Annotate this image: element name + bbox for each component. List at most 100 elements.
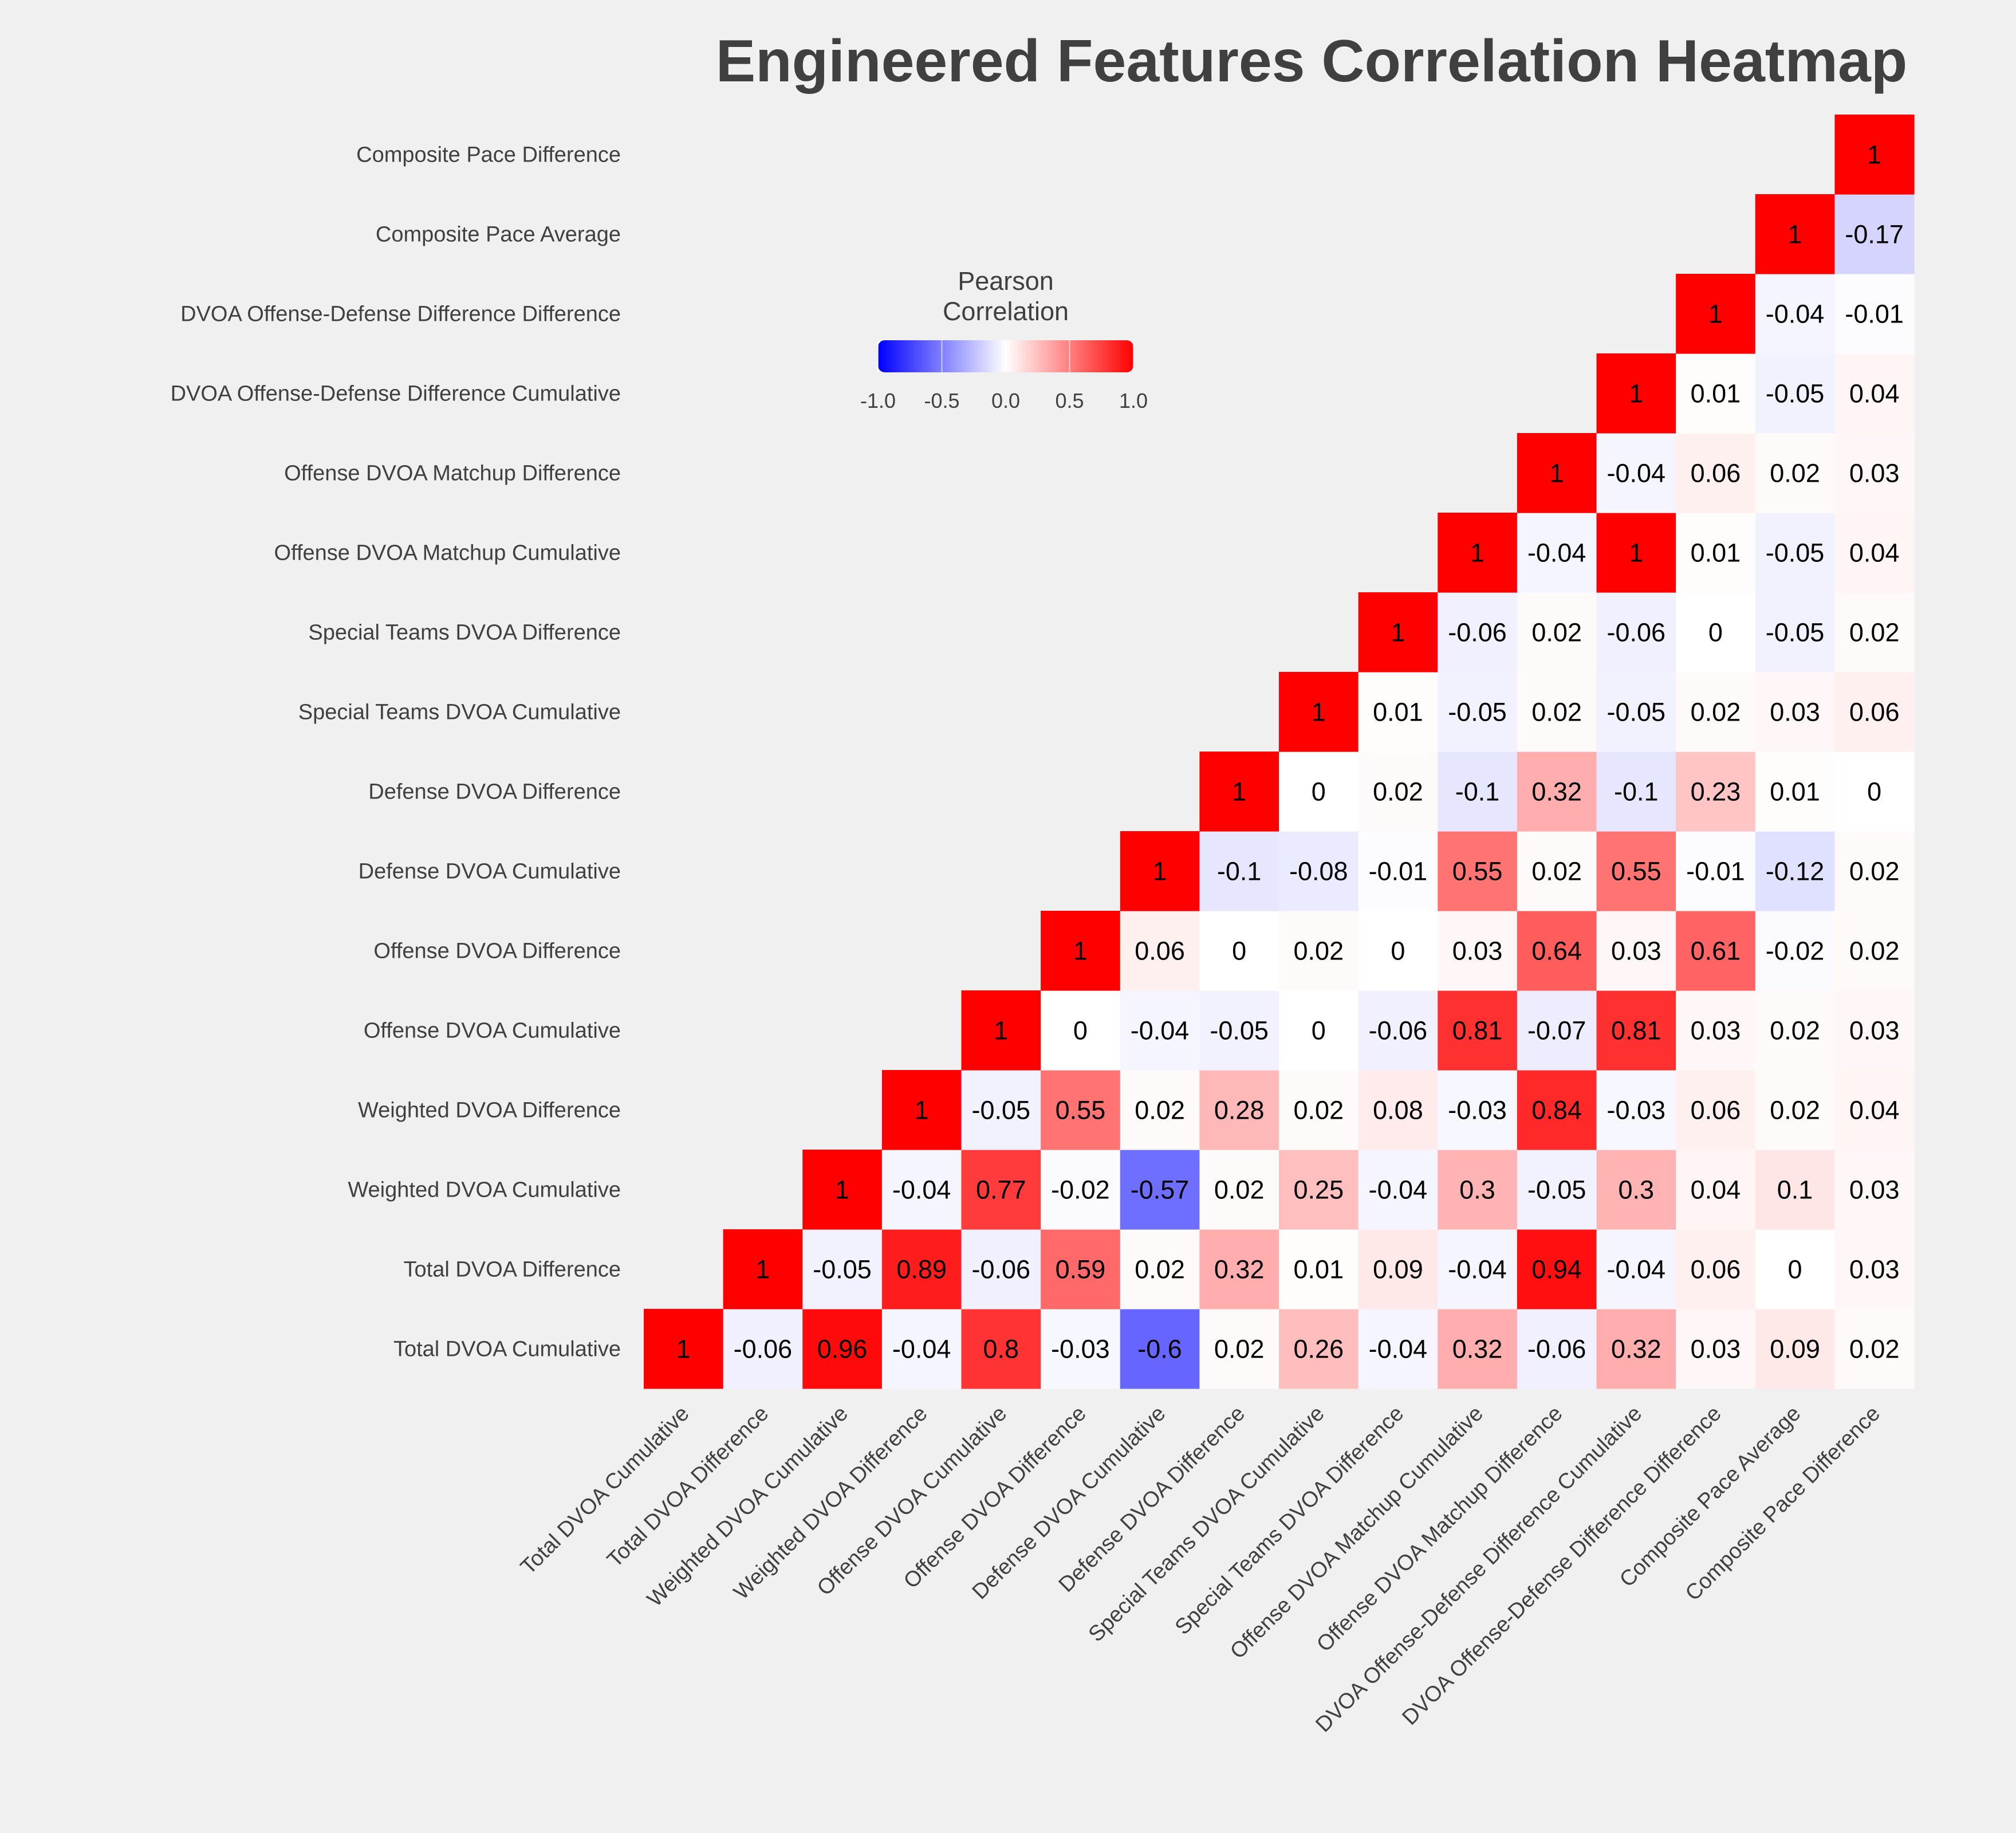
cell-label-5-14: -0.02 [1766,937,1825,966]
y-tick-label-special-teams-dvoa-cumulative: Special Teams DVOA Cumulative [298,701,621,725]
x-tick-label-total-dvoa-difference: Total DVOA Difference [603,1402,773,1572]
heatmap-cell-2-2 [802,1150,883,1230]
heatmap-cell-3-4 [961,1070,1041,1150]
heatmap-cell-6-10 [1438,831,1518,911]
cell-label-0-0: 1 [676,1335,691,1364]
cell-label-11-15: 0.03 [1849,459,1900,488]
heatmap-cell-3-6 [1120,1070,1200,1150]
heatmap-cell-2-5 [1041,1150,1121,1230]
cell-label-1-15: 0.03 [1849,1255,1900,1284]
heatmap-cell-11-15 [1834,433,1915,513]
cell-label-6-14: -0.12 [1766,857,1825,886]
heatmap-cell-7-8 [1279,752,1359,832]
cell-label-8-11: 0.02 [1531,698,1582,727]
heatmap-cell-15-15 [1834,115,1915,195]
cell-label-2-14: 0.1 [1777,1175,1813,1205]
y-tick-label-offense-dvoa-difference: Offense DVOA Difference [373,939,621,963]
heatmap-cell-10-13 [1676,513,1756,593]
cell-label-7-8: 0 [1312,777,1326,807]
heatmap-cell-1-11 [1517,1229,1597,1309]
cell-label-3-7: 0.28 [1214,1096,1265,1125]
heatmap-cell-2-15 [1834,1150,1915,1230]
cell-label-8-15: 0.06 [1849,698,1900,727]
cell-label-5-15: 0.02 [1849,937,1900,966]
y-tick-label-defense-dvoa-cumulative: Defense DVOA Cumulative [359,860,621,884]
cell-label-8-14: 0.03 [1770,698,1820,727]
colorbar-tick-label-1: -0.5 [924,389,959,412]
cell-label-6-15: 0.02 [1849,857,1900,886]
cell-label-4-6: -0.04 [1131,1016,1190,1045]
cell-label-1-12: -0.04 [1607,1255,1666,1284]
cell-label-4-5: 0 [1073,1016,1088,1045]
heatmap-cell-3-11 [1517,1070,1597,1150]
heatmap-cells: 1 -0.06 0.96 -0.04 0.8 -0.03 -0.6 0.02 0.26 -0.04… [644,115,1915,1389]
heatmap-cell-1-2 [802,1229,883,1309]
heatmap-cell-4-13 [1676,990,1756,1071]
heatmap-cell-8-14 [1755,672,1835,752]
colorbar-tick-label-3: 0.5 [1055,389,1084,412]
cell-label-0-11: -0.06 [1527,1335,1586,1364]
heatmap-cell-5-6 [1120,911,1200,991]
heatmap-cell-13-13 [1676,274,1756,354]
y-tick-label-special-teams-dvoa-difference: Special Teams DVOA Difference [308,621,621,645]
cell-label-2-11: -0.05 [1527,1175,1586,1205]
cell-label-11-13: 0.06 [1691,459,1741,488]
cell-label-8-13: 0.02 [1691,698,1741,727]
heatmap-cell-7-10 [1438,752,1518,832]
colorbar: Pearson Correlation -1.0 -0.5 0.0 0.5 1.0 [860,266,1148,412]
heatmap-cell-12-13 [1676,353,1756,434]
cell-label-0-4: 0.8 [983,1335,1019,1364]
heatmap-cell-5-5 [1041,911,1121,991]
heatmap-cell-2-14 [1755,1150,1835,1230]
cell-label-10-15: 0.04 [1849,538,1900,568]
cell-label-0-2: 0.96 [817,1335,868,1364]
cell-label-10-11: -0.04 [1527,538,1586,568]
cell-label-9-11: 0.02 [1531,618,1582,647]
cell-label-2-15: 0.03 [1849,1175,1900,1205]
y-tick-label-offense-dvoa-matchup-difference: Offense DVOA Matchup Difference [284,462,621,486]
heatmap-cell-2-8 [1279,1150,1359,1230]
heatmap-cell-9-11 [1517,592,1597,672]
heatmap-cell-14-14 [1755,194,1835,274]
heatmap-cell-4-8 [1279,990,1359,1071]
heatmap-cell-3-5 [1041,1070,1121,1150]
cell-label-1-6: 0.02 [1135,1255,1185,1284]
heatmap-cell-5-13 [1676,911,1756,991]
heatmap-cell-9-13 [1676,592,1756,672]
heatmap-cell-0-11 [1517,1309,1597,1389]
heatmap-cell-1-3 [881,1229,962,1309]
cell-label-0-9: -0.04 [1369,1335,1428,1364]
cell-label-5-9: 0 [1391,937,1405,966]
heatmap-cell-0-10 [1438,1309,1518,1389]
cell-label-2-5: -0.02 [1051,1175,1110,1205]
y-tick-label-total-dvoa-difference: Total DVOA Difference [404,1258,621,1282]
heatmap-cell-8-10 [1438,672,1518,752]
cell-label-6-10: 0.55 [1452,857,1503,886]
cell-label-1-13: 0.06 [1691,1255,1741,1284]
colorbar-tick-label-2: 0.0 [991,389,1020,412]
heatmap-cell-5-9 [1358,911,1438,991]
cell-label-2-10: 0.3 [1459,1175,1495,1205]
cell-label-0-3: -0.04 [892,1335,951,1364]
heatmap-cell-0-5 [1041,1309,1121,1389]
heatmap-cell-3-14 [1755,1070,1835,1150]
cell-label-7-7: 1 [1232,777,1246,807]
cell-label-4-15: 0.03 [1849,1016,1900,1045]
heatmap-cell-5-15 [1834,911,1915,991]
cell-label-1-1: 1 [755,1255,770,1284]
cell-label-13-14: -0.04 [1766,300,1825,329]
heatmap-cell-0-9 [1358,1309,1438,1389]
cell-label-7-10: -0.1 [1455,777,1500,807]
heatmap-cell-2-9 [1358,1150,1438,1230]
heatmap-cell-6-7 [1199,831,1279,911]
heatmap-cell-7-7 [1199,752,1279,832]
cell-label-12-13: 0.01 [1691,379,1741,408]
cell-label-7-12: -0.1 [1614,777,1659,807]
heatmap-cell-4-11 [1517,990,1597,1071]
cell-label-7-14: 0.01 [1770,777,1820,807]
heatmap-cell-1-8 [1279,1229,1359,1309]
cell-label-2-4: 0.77 [976,1175,1026,1205]
cell-label-2-7: 0.02 [1214,1175,1265,1205]
cell-label-1-8: 0.01 [1294,1255,1344,1284]
heatmap-cell-10-11 [1517,513,1597,593]
